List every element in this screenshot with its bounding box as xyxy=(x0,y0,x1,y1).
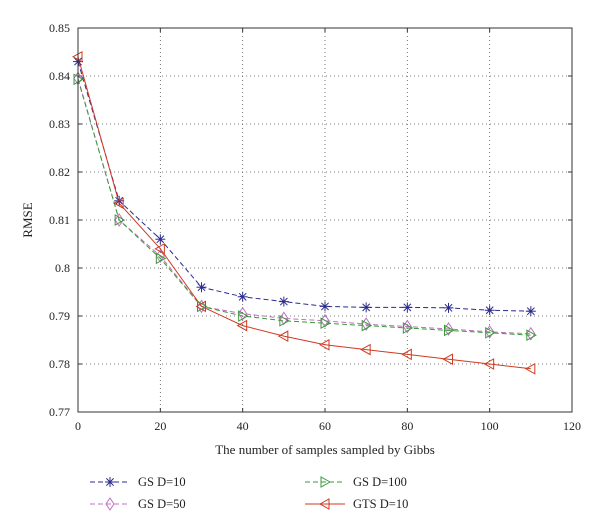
series-line-2 xyxy=(77,78,531,335)
x-tick-label: 100 xyxy=(481,419,499,433)
legend-label: GS D=50 xyxy=(138,497,186,511)
legend-label: GTS D=10 xyxy=(353,497,408,511)
legend-item-1: GS D=10 xyxy=(90,475,186,489)
data-point-series-2 xyxy=(526,326,536,341)
data-point-series-3 xyxy=(361,319,373,332)
legend: GS D=10 GS D=50 GS D=100 GTS D=10 xyxy=(90,475,408,511)
y-tick-label: 0.83 xyxy=(49,117,70,131)
data-point-series-2 xyxy=(402,319,412,334)
data-point-series-4 xyxy=(113,197,124,210)
series-line-3 xyxy=(77,79,531,336)
legend-item-2: GS D=50 xyxy=(90,497,186,511)
data-point-series-1 xyxy=(443,302,454,313)
axis-ticks: 0 20 40 60 80 100 120 0.77 0.78 0.79 0.8 0.81 0.82 0.… xyxy=(49,21,581,433)
data-point-series-3 xyxy=(320,317,332,330)
y-tick-label: 0.79 xyxy=(49,309,70,323)
data-point-series-3 xyxy=(485,326,496,339)
data-point-series-1 xyxy=(278,296,289,307)
data-point-series-4 xyxy=(318,338,330,351)
data-point-series-1 xyxy=(402,302,413,313)
data-point-series-2 xyxy=(196,299,207,314)
y-tick-label: 0.77 xyxy=(49,405,70,419)
series-markers xyxy=(71,50,537,375)
data-point-series-1 xyxy=(155,234,166,245)
grid-lines xyxy=(78,28,572,412)
data-point-series-2 xyxy=(114,213,124,227)
legend-marker xyxy=(320,476,332,488)
y-tick-label: 0.78 xyxy=(49,357,70,371)
data-point-series-3 xyxy=(444,324,455,337)
data-point-series-3 xyxy=(238,310,249,322)
data-point-series-4 xyxy=(401,348,412,361)
data-point-series-1 xyxy=(525,306,536,317)
data-point-series-3 xyxy=(526,329,537,342)
series-lines xyxy=(77,56,531,370)
y-tick-label: 0.82 xyxy=(49,165,70,179)
y-tick-label: 0.8 xyxy=(55,261,70,275)
x-tick-label: 120 xyxy=(563,419,581,433)
plot-frame xyxy=(77,27,573,413)
data-point-series-4 xyxy=(195,300,206,313)
x-tick-label: 40 xyxy=(237,419,249,433)
legend-marker xyxy=(318,498,330,510)
data-point-series-1 xyxy=(196,282,207,293)
data-point-series-3 xyxy=(114,214,126,226)
y-tick-label: 0.84 xyxy=(49,69,70,83)
data-point-series-4 xyxy=(277,330,289,343)
data-point-series-3 xyxy=(155,252,167,265)
data-point-series-4 xyxy=(154,242,165,255)
data-point-series-4 xyxy=(524,362,536,375)
x-tick-label: 20 xyxy=(154,419,166,433)
legend-label: GS D=10 xyxy=(138,475,186,489)
data-point-series-2 xyxy=(443,322,454,336)
legend-marker xyxy=(105,497,115,511)
x-tick-label: 0 xyxy=(75,419,81,433)
x-axis-label: The number of samples sampled by Gibbs xyxy=(215,442,435,457)
legend-item-3: GS D=100 xyxy=(305,475,407,489)
data-point-series-4 xyxy=(442,353,453,366)
data-point-series-2 xyxy=(361,317,371,332)
data-point-series-3 xyxy=(402,322,414,334)
y-tick-label: 0.81 xyxy=(49,213,70,227)
legend-marker xyxy=(105,477,115,487)
data-point-series-4 xyxy=(483,358,495,370)
y-tick-label: 0.85 xyxy=(49,21,70,35)
data-point-series-1 xyxy=(320,301,330,312)
data-point-series-2 xyxy=(485,324,495,339)
data-point-series-1 xyxy=(237,291,248,302)
x-tick-label: 60 xyxy=(319,419,331,433)
legend-item-4: GTS D=10 xyxy=(305,497,408,511)
series-line-1 xyxy=(77,61,531,312)
series-line-4 xyxy=(77,56,531,370)
data-point-series-1 xyxy=(484,305,495,316)
y-axis-label: RMSE xyxy=(20,202,35,237)
data-point-series-4 xyxy=(360,343,371,356)
data-point-series-3 xyxy=(279,314,290,327)
x-tick-label: 80 xyxy=(401,419,413,433)
legend-label: GS D=100 xyxy=(353,475,407,489)
data-point-series-1 xyxy=(361,302,372,313)
data-point-series-4 xyxy=(236,319,248,332)
